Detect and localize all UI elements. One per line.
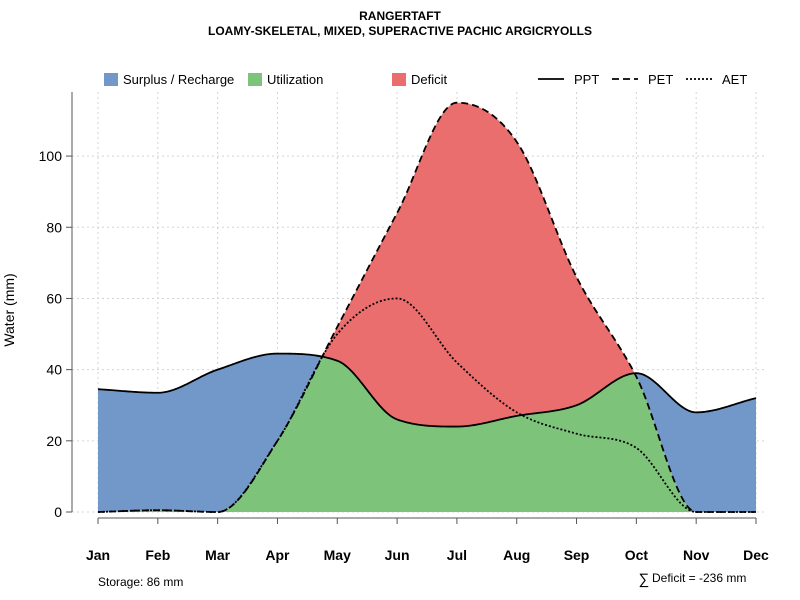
deficit-area bbox=[98, 102, 756, 427]
x-tick-label: May bbox=[324, 547, 351, 563]
x-tick-label: Apr bbox=[265, 547, 290, 563]
x-tick-label: Jul bbox=[447, 547, 467, 563]
x-tick-label: Aug bbox=[503, 547, 530, 563]
series-lines bbox=[97, 101, 757, 513]
legend-label: Deficit bbox=[411, 72, 448, 87]
area-fills bbox=[98, 102, 756, 513]
storage-note: Storage: 86 mm bbox=[98, 575, 183, 589]
utilization-area bbox=[98, 356, 756, 512]
x-tick-label: Sep bbox=[564, 547, 590, 563]
deficit-note: Deficit = -236 mm bbox=[652, 571, 746, 585]
series-line-aet bbox=[97, 297, 756, 513]
legend: Surplus / Recharge Utilization Deficit PPT P… bbox=[104, 72, 747, 87]
legend-label: PET bbox=[648, 72, 673, 87]
x-tick-label: Dec bbox=[743, 547, 769, 563]
legend-label: PPT bbox=[574, 72, 599, 87]
x-tick-label: Mar bbox=[205, 547, 230, 563]
legend-label: AET bbox=[722, 72, 747, 87]
x-tick-label: Jun bbox=[385, 547, 410, 563]
chart-title: RANGERTAFT bbox=[359, 9, 441, 23]
y-tick-label: 60 bbox=[46, 290, 62, 306]
y-tick-label: 0 bbox=[54, 504, 62, 520]
surplus-area bbox=[98, 102, 756, 513]
y-axis-label: Water (mm) bbox=[1, 273, 17, 346]
y-tick-label: 100 bbox=[39, 148, 63, 164]
legend-swatch bbox=[392, 73, 406, 86]
y-tick-label: 40 bbox=[46, 362, 62, 378]
x-tick-label: Feb bbox=[145, 547, 170, 563]
chart-subtitle: LOAMY-SKELETAL, MIXED, SUPERACTIVE PACHI… bbox=[208, 24, 592, 38]
legend-swatch bbox=[248, 73, 262, 86]
x-tick-label: Oct bbox=[625, 547, 649, 563]
sum-icon: ∑ bbox=[639, 571, 650, 588]
legend-label: Utilization bbox=[267, 72, 323, 87]
legend-label: Surplus / Recharge bbox=[123, 72, 234, 87]
y-tick-label: 80 bbox=[46, 219, 62, 235]
x-tick-label: Nov bbox=[683, 547, 710, 563]
legend-swatch bbox=[104, 73, 118, 86]
y-tick-label: 20 bbox=[46, 433, 62, 449]
axes: 0 20 40 60 80 100 Jan Feb Mar Apr May Jun Jul Aug Sep O… bbox=[39, 92, 769, 563]
x-tick-label: Jan bbox=[86, 547, 110, 563]
series-line-ppt bbox=[97, 352, 757, 428]
